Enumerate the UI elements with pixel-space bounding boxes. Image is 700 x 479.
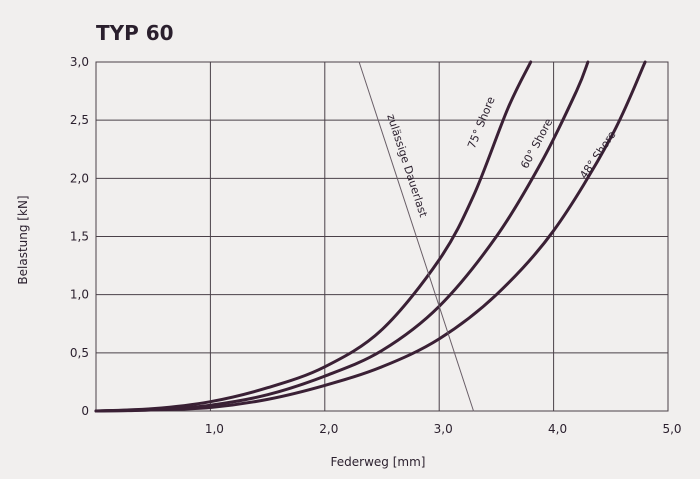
series-line xyxy=(94,60,533,413)
x-tick-label: 1,0 xyxy=(205,422,224,436)
y-tick-label: 3,0 xyxy=(70,55,89,69)
series-label: 75° Shore xyxy=(465,95,498,151)
x-tick-label: 2,0 xyxy=(319,422,338,436)
series-line xyxy=(94,60,590,413)
y-tick-label: 2,5 xyxy=(70,113,89,127)
y-tick-label: 1,0 xyxy=(70,288,89,302)
x-tick-label: 5,0 xyxy=(662,422,681,436)
y-tick-label: 2,0 xyxy=(70,171,89,185)
y-tick-label: 0,5 xyxy=(70,346,89,360)
plot-area: 1,0 2,0 3,0 4,0 5,0 0 0,5 1,0 1,5 2,0 2,5 3,0 75° Sh… xyxy=(70,55,682,436)
series-line xyxy=(94,60,647,413)
series-label: zulässige Dauerlast xyxy=(384,112,430,219)
series-label: 48° Shore xyxy=(577,128,619,181)
x-tick-label: 3,0 xyxy=(434,422,453,436)
y-tick-label: 1,5 xyxy=(70,230,89,244)
y-tick-label: 0 xyxy=(81,404,89,418)
series-line xyxy=(358,61,475,412)
y-axis-label: Belastung [kN] xyxy=(16,195,30,284)
x-axis-label: Federweg [mm] xyxy=(331,455,426,469)
x-tick-label: 4,0 xyxy=(548,422,567,436)
chart-title: TYP 60 xyxy=(96,21,174,45)
